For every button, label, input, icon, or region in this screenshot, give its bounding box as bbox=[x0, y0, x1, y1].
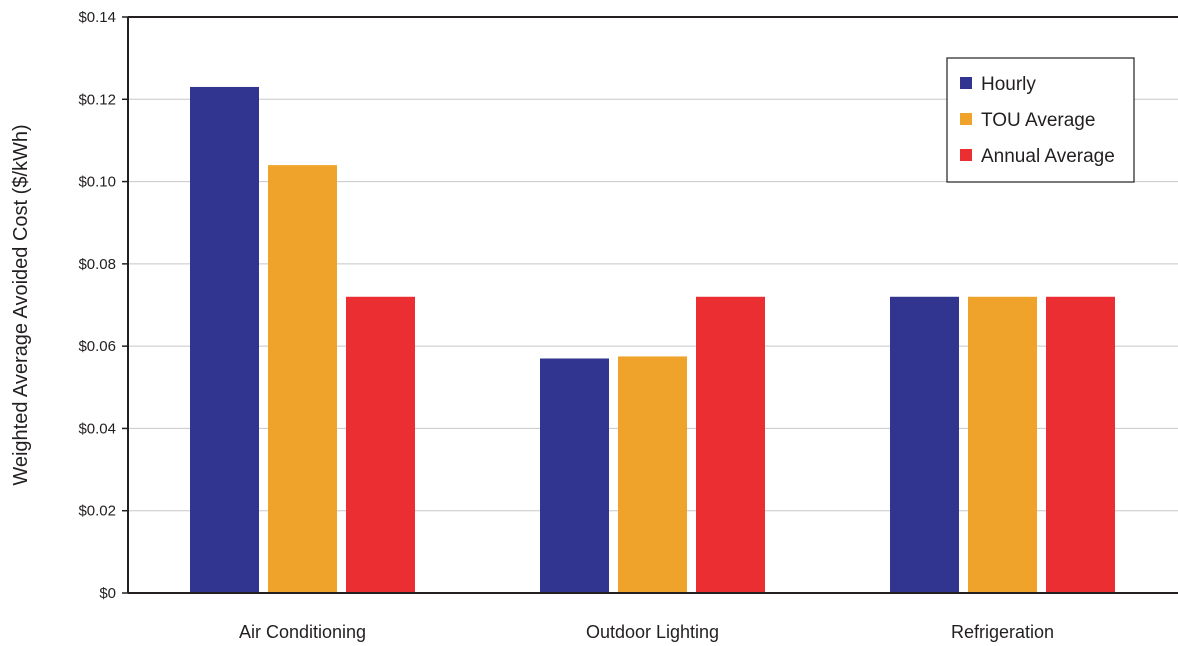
legend-label: Hourly bbox=[981, 74, 1036, 95]
category-labels: Air Conditioning Outdoor Lighting Refriger… bbox=[239, 622, 1054, 642]
y-tick-label: $0.08 bbox=[78, 256, 116, 273]
bar-tou-average bbox=[618, 356, 687, 593]
y-tick-label: $0.06 bbox=[78, 338, 116, 355]
legend: Hourly TOU Average Annual Average bbox=[946, 57, 1135, 183]
y-tick-label: $0.14 bbox=[78, 9, 116, 26]
axes bbox=[127, 16, 1178, 594]
bar-hourly bbox=[540, 358, 609, 593]
y-tick-labels: $0 $0.02 $0.04 $0.06 $0.08 $0.10 $0.12 $0.14 bbox=[78, 9, 128, 602]
bar-annual-average bbox=[346, 296, 415, 593]
bar-tou-average bbox=[968, 296, 1037, 593]
category-label: Refrigeration bbox=[951, 622, 1054, 642]
bar-hourly bbox=[190, 86, 259, 593]
y-tick-label: $0.10 bbox=[78, 174, 116, 191]
legend-swatch bbox=[960, 149, 972, 161]
legend-swatch bbox=[960, 113, 972, 125]
y-axis-title: Weighted Average Avoided Cost ($/kWh) bbox=[10, 124, 32, 485]
legend-label: Annual Average bbox=[981, 146, 1115, 167]
bars bbox=[190, 86, 1115, 593]
bar-hourly bbox=[890, 296, 959, 593]
legend-label: TOU Average bbox=[981, 110, 1095, 131]
y-tick-label: $0.02 bbox=[78, 503, 116, 520]
category-label: Outdoor Lighting bbox=[586, 622, 719, 642]
legend-box bbox=[946, 57, 1135, 183]
category-label: Air Conditioning bbox=[239, 622, 366, 642]
y-tick-label: $0.04 bbox=[78, 420, 116, 437]
bar-annual-average bbox=[1046, 296, 1115, 593]
bar-annual-average bbox=[696, 296, 765, 593]
legend-swatch bbox=[960, 77, 972, 89]
bar-tou-average bbox=[268, 165, 337, 593]
y-tick-label: $0 bbox=[99, 585, 116, 602]
y-tick-label: $0.12 bbox=[78, 91, 116, 108]
